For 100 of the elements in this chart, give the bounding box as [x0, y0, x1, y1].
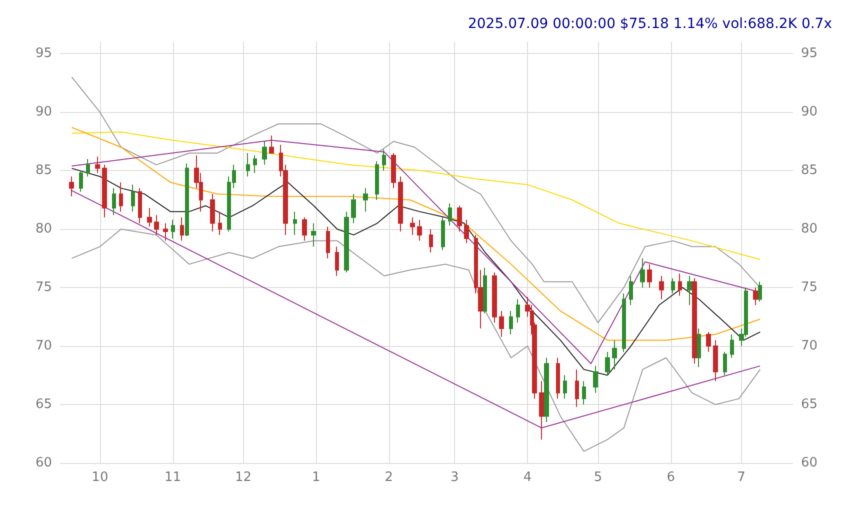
candlestick: [429, 228, 433, 253]
candlestick: [563, 374, 567, 400]
candlestick: [210, 194, 215, 232]
y2-tick-label: 70: [801, 338, 818, 354]
candlestick: [410, 216, 415, 236]
y2-tick-label: 60: [801, 456, 818, 470]
candlestick: [464, 219, 469, 244]
chart-title: 2025.07.09 00:00:00 $75.18 1.14% vol:688.2K 0.7x: [468, 16, 832, 32]
candlestick: [659, 275, 664, 300]
candlestick: [391, 152, 396, 189]
y2-tick-label: 65: [801, 397, 818, 412]
candlestick: [539, 380, 544, 440]
candlestick: [417, 219, 422, 242]
y-tick-label: 65: [35, 397, 52, 412]
candlestick: [575, 368, 579, 408]
x-tick-label: 1: [312, 470, 320, 485]
candlestick: [605, 351, 610, 376]
candlestick: [262, 140, 267, 166]
x-tick-label: 4: [523, 470, 532, 485]
line-series: [71, 132, 761, 260]
candlestick: [687, 275, 692, 306]
candlestick: [363, 188, 368, 212]
line-series: [71, 126, 761, 341]
candlestick: [398, 176, 403, 232]
candlestick: [730, 334, 734, 358]
x-tick-label: 3: [450, 470, 459, 485]
candlestick: [138, 188, 142, 224]
candlestick: [185, 163, 189, 237]
y-tick-label: 80: [35, 222, 52, 237]
candlestick: [706, 332, 711, 352]
candlestick: [131, 184, 135, 212]
y2-tick-label: 90: [801, 104, 818, 120]
candlestick: [678, 273, 682, 296]
y2-tick-label: 80: [801, 222, 818, 237]
x-tick-label: 2: [384, 470, 394, 485]
candlestick: [544, 357, 549, 423]
y-tick-label: 75: [35, 280, 52, 296]
candlestick: [457, 205, 462, 232]
candlestick: [163, 222, 168, 242]
candlestick: [102, 164, 107, 218]
candlestick: [448, 202, 452, 226]
line-series: [71, 228, 761, 452]
candlestick: [753, 287, 758, 306]
candlestick: [499, 310, 504, 338]
candlestick: [713, 340, 718, 382]
y2-tick-label: 95: [801, 46, 818, 62]
candlestick: [69, 176, 74, 197]
y2-tick-label: 85: [801, 163, 818, 178]
candlestick: [335, 246, 339, 276]
candlestick: [612, 340, 617, 370]
candlestick: [180, 216, 184, 242]
candlestick: [269, 135, 274, 154]
candlestick: [95, 156, 100, 174]
line-series: [71, 168, 761, 376]
candlestick: [640, 258, 645, 288]
candlestick: [723, 351, 727, 376]
candlestick: [509, 310, 513, 335]
y-tick-label: 95: [35, 46, 52, 62]
candlestick: [758, 281, 762, 302]
x-tick-label: 12: [234, 470, 252, 485]
candlestick: [629, 275, 633, 306]
candlestick: [112, 188, 116, 216]
candlestick: [218, 211, 222, 236]
y-tick-label: 70: [35, 338, 52, 354]
candlestick: [253, 154, 257, 174]
candlestick: [375, 160, 379, 200]
candlestick: [86, 158, 90, 177]
y2-tick-label: 75: [801, 280, 818, 296]
candlestick: [622, 292, 626, 352]
candlestick: [79, 170, 83, 192]
candlestick: [441, 216, 445, 251]
candlestick: [326, 226, 330, 259]
candlestick: [647, 264, 652, 288]
y-tick-label: 85: [35, 163, 52, 178]
candlestick: [154, 214, 159, 236]
candlestick: [582, 380, 586, 406]
candlestick: [556, 357, 560, 400]
x-tick-label: 7: [737, 470, 746, 485]
candlestick: [516, 298, 520, 324]
candlestick: [171, 219, 175, 239]
y-tick-label: 60: [35, 456, 52, 470]
candlestick: [351, 194, 356, 224]
candlestick: [692, 278, 697, 364]
line-series: [71, 76, 761, 324]
candlestick: [593, 365, 598, 394]
y-tick-label: 90: [35, 104, 52, 120]
candlestick: [492, 272, 497, 324]
candlestick: [382, 149, 386, 172]
candlestick: [246, 152, 250, 177]
x-tick-label: 10: [92, 470, 108, 485]
candlestick: [671, 278, 675, 294]
candlestick: [147, 208, 152, 228]
x-tick-label: 6: [666, 470, 675, 485]
candlestick: [302, 216, 307, 242]
candlestick: [311, 222, 316, 248]
x-tick-label: 11: [164, 470, 182, 485]
candlestick: [697, 328, 701, 368]
candlestick: [293, 211, 297, 236]
candlestick: [344, 211, 349, 273]
candlestick: [483, 267, 487, 314]
